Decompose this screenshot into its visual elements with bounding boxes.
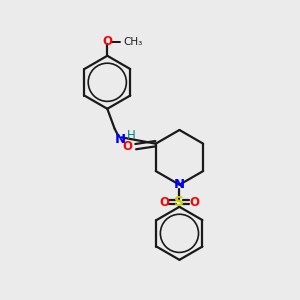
Text: O: O — [160, 196, 170, 209]
Text: O: O — [189, 196, 199, 209]
Text: H: H — [128, 129, 136, 142]
Text: CH₃: CH₃ — [124, 37, 143, 46]
Text: S: S — [174, 195, 184, 209]
Text: O: O — [122, 140, 132, 153]
Text: O: O — [102, 35, 112, 48]
Text: N: N — [174, 178, 185, 191]
Text: N: N — [114, 133, 125, 146]
